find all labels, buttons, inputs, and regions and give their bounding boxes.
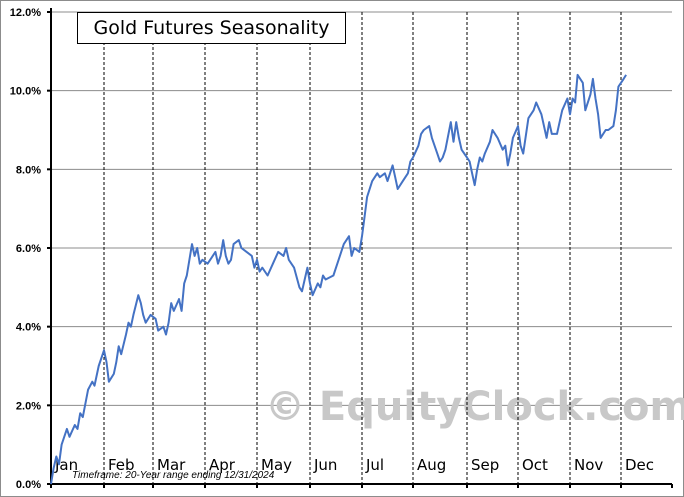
timeframe-caption: Timeframe: 20-Year range ending 12/31/20… (72, 470, 275, 481)
month-label: Jul (365, 456, 384, 474)
y-tick-label: 12.0% (10, 7, 41, 19)
month-label: Oct (522, 456, 548, 474)
y-tick-label: 8.0% (16, 164, 41, 176)
y-tick-label: 2.0% (16, 400, 41, 412)
y-tick-label: 4.0% (16, 322, 41, 334)
month-label: Apr (209, 456, 236, 474)
y-tick-label: 10.0% (10, 86, 41, 98)
y-tick-label: 0.0% (16, 479, 41, 491)
month-label: Aug (417, 456, 446, 474)
chart-title: Gold Futures Seasonality (77, 12, 346, 44)
month-label: Feb (108, 456, 135, 474)
month-label: Jun (313, 456, 337, 474)
month-label: Dec (625, 456, 654, 474)
month-label: Sep (471, 456, 499, 474)
month-label: Mar (157, 456, 186, 474)
month-label: Nov (574, 456, 603, 474)
y-tick-label: 6.0% (16, 243, 41, 255)
watermark: © EquityClock.com (265, 384, 684, 430)
month-label: May (261, 456, 292, 474)
seasonality-line (50, 73, 627, 485)
